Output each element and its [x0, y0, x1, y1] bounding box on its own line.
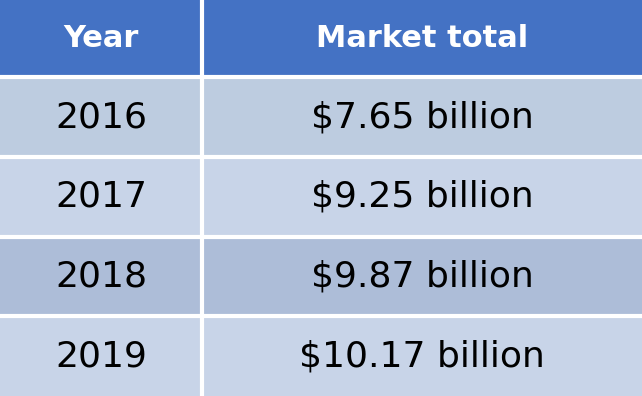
Text: 2016: 2016 [55, 100, 147, 134]
Text: 2019: 2019 [55, 339, 147, 373]
Bar [202, 157, 642, 236]
Bar [202, 316, 642, 396]
Bar [0, 236, 202, 316]
Text: Market total: Market total [316, 24, 528, 53]
Bar [202, 0, 642, 77]
Bar [0, 157, 202, 236]
Text: 2017: 2017 [55, 180, 147, 214]
Text: $9.25 billion: $9.25 billion [311, 180, 534, 214]
Text: Year: Year [64, 24, 139, 53]
Text: $7.65 billion: $7.65 billion [311, 100, 534, 134]
Bar [202, 236, 642, 316]
Bar [0, 316, 202, 396]
Text: 2018: 2018 [55, 259, 147, 293]
Text: $10.17 billion: $10.17 billion [299, 339, 545, 373]
Bar [0, 0, 202, 77]
Bar [0, 77, 202, 157]
Text: $9.87 billion: $9.87 billion [311, 259, 534, 293]
Bar [202, 77, 642, 157]
